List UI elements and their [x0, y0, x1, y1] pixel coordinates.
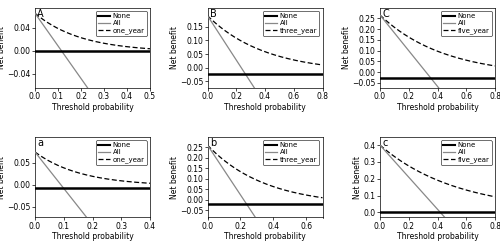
- Text: A: A: [38, 9, 44, 19]
- Legend: None, All, five_year: None, All, five_year: [441, 11, 492, 36]
- Legend: None, All, one_year: None, All, one_year: [96, 11, 146, 36]
- Legend: None, All, three_year: None, All, three_year: [263, 11, 319, 36]
- Y-axis label: Net benefit: Net benefit: [0, 26, 6, 70]
- Text: C: C: [382, 9, 389, 19]
- Y-axis label: Net benefit: Net benefit: [354, 156, 362, 198]
- X-axis label: Threshold probability: Threshold probability: [52, 103, 134, 112]
- Y-axis label: Net benefit: Net benefit: [170, 156, 178, 198]
- Legend: None, All, three_year: None, All, three_year: [263, 140, 319, 165]
- Text: b: b: [210, 138, 216, 148]
- Y-axis label: Net benefit: Net benefit: [342, 26, 351, 70]
- X-axis label: Threshold probability: Threshold probability: [224, 232, 306, 241]
- Y-axis label: Net benefit: Net benefit: [170, 26, 178, 70]
- Text: a: a: [38, 138, 44, 148]
- X-axis label: Threshold probability: Threshold probability: [396, 103, 478, 112]
- X-axis label: Threshold probability: Threshold probability: [396, 232, 478, 241]
- Text: B: B: [210, 9, 216, 19]
- Y-axis label: Net benefit: Net benefit: [0, 156, 6, 198]
- Text: c: c: [382, 138, 388, 148]
- X-axis label: Threshold probability: Threshold probability: [224, 103, 306, 112]
- X-axis label: Threshold probability: Threshold probability: [52, 232, 134, 241]
- Legend: None, All, one_year: None, All, one_year: [96, 140, 146, 165]
- Legend: None, All, five_year: None, All, five_year: [441, 140, 492, 165]
